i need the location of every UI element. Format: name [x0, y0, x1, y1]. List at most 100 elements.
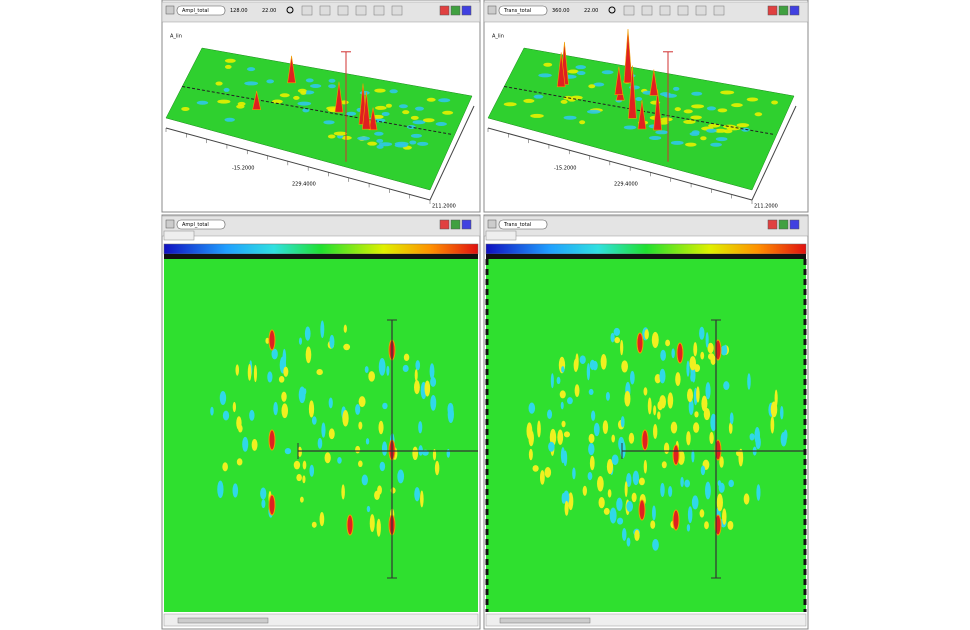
surface-ripple — [563, 95, 573, 100]
surface-ripple — [359, 90, 370, 95]
blob — [261, 499, 266, 509]
blob — [591, 410, 596, 421]
color-button[interactable] — [778, 5, 789, 16]
blob — [709, 431, 714, 444]
scale-value: 22.00 — [584, 8, 598, 14]
surface-ripple — [683, 109, 693, 114]
blob — [561, 420, 566, 428]
field-input[interactable] — [498, 219, 548, 230]
scroll-thumb[interactable] — [177, 617, 269, 624]
tool-button[interactable] — [337, 5, 349, 16]
hot-spot — [672, 444, 680, 466]
surface-ripple — [685, 142, 697, 147]
button-row — [163, 230, 195, 241]
surface-ripple — [503, 102, 517, 107]
surface-ripple — [279, 93, 290, 98]
color-button[interactable] — [439, 5, 450, 16]
hot-spot — [268, 494, 276, 516]
blob — [447, 402, 454, 416]
surface-ripple — [410, 133, 422, 138]
surface-ripple — [523, 98, 535, 103]
surface-ripple — [588, 84, 596, 89]
zoom-icon[interactable] — [286, 6, 294, 14]
blob — [680, 476, 684, 488]
blob — [235, 364, 240, 376]
surface-ripple — [746, 97, 759, 102]
blob — [611, 454, 619, 466]
blob — [643, 459, 648, 474]
blob — [688, 398, 694, 416]
surface-ripple — [374, 88, 386, 93]
menu-button[interactable] — [165, 5, 175, 15]
tool-button[interactable] — [319, 5, 331, 16]
zoom-icon[interactable] — [608, 6, 616, 14]
tool-button[interactable] — [713, 5, 725, 16]
blob — [687, 506, 693, 524]
blob — [617, 517, 624, 525]
menu-button[interactable] — [165, 219, 175, 229]
blob — [526, 422, 533, 440]
field-input[interactable] — [498, 5, 548, 16]
peak — [362, 91, 371, 130]
color-button[interactable] — [767, 5, 778, 16]
blob — [572, 467, 576, 480]
tool-button[interactable] — [391, 5, 403, 16]
surface-ripple — [570, 95, 583, 100]
blob — [659, 395, 667, 409]
color-button[interactable] — [461, 219, 472, 230]
scroll-thumb[interactable] — [499, 617, 591, 624]
surface-ripple — [293, 95, 300, 100]
blob — [414, 487, 420, 502]
menu-button[interactable] — [487, 5, 497, 15]
axis-label: -15.2000 — [232, 166, 254, 172]
hot-spot — [636, 332, 644, 354]
color-button[interactable] — [450, 219, 461, 230]
blob — [358, 396, 366, 408]
field-name: Trans_total — [503, 8, 531, 14]
color-button[interactable] — [789, 219, 800, 230]
blob — [747, 373, 751, 390]
axis-label: 211.2000 — [754, 204, 778, 210]
color-button[interactable] — [439, 219, 450, 230]
surface-ripple — [706, 106, 717, 111]
tool-button[interactable] — [301, 5, 313, 16]
tool-button[interactable] — [355, 5, 367, 16]
surface-ripple — [340, 100, 349, 105]
field-input[interactable] — [176, 219, 226, 230]
axis-line — [487, 127, 753, 201]
color-button[interactable] — [450, 5, 461, 16]
blob — [251, 438, 258, 451]
blob — [632, 470, 640, 486]
blob — [651, 331, 659, 349]
surface-ripple — [223, 87, 230, 92]
field-input[interactable] — [176, 5, 226, 16]
tool-button[interactable] — [659, 5, 671, 16]
surface-ripple — [422, 118, 435, 123]
peak — [334, 81, 344, 113]
blob — [597, 476, 604, 492]
blob — [586, 363, 591, 381]
color-button[interactable] — [461, 5, 472, 16]
blob — [605, 391, 610, 401]
tool-button[interactable] — [373, 5, 385, 16]
blob — [232, 483, 239, 498]
color-button[interactable] — [789, 5, 800, 16]
colorbar — [163, 243, 479, 255]
blob — [707, 353, 715, 360]
blob — [675, 372, 681, 387]
tool-button[interactable] — [641, 5, 653, 16]
blob — [379, 461, 386, 472]
surface-ripple — [533, 94, 544, 99]
blob — [368, 371, 375, 382]
color-button[interactable] — [767, 219, 778, 230]
tool-button[interactable] — [623, 5, 635, 16]
blob — [430, 376, 437, 387]
blob — [434, 460, 440, 476]
surface-ripple — [237, 101, 246, 106]
tool-button[interactable] — [695, 5, 707, 16]
color-button[interactable] — [778, 219, 789, 230]
tool-button[interactable] — [677, 5, 689, 16]
blob — [687, 388, 694, 403]
menu-button[interactable] — [487, 219, 497, 229]
blob — [414, 369, 418, 382]
